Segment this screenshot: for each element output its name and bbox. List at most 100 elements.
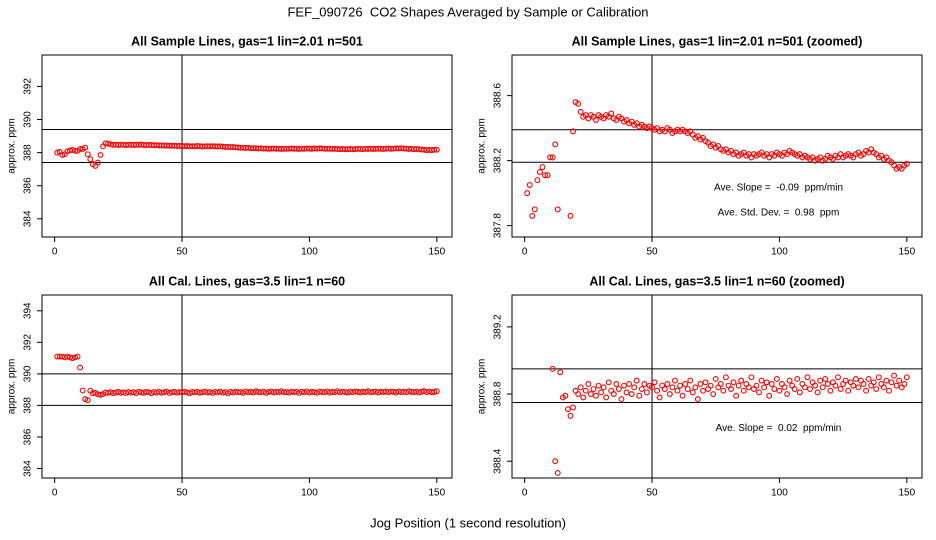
data-point (566, 288, 571, 293)
x-tick-label: 0 (522, 488, 528, 499)
data-point (526, 182, 533, 188)
x-tick-label: 50 (646, 488, 658, 499)
data-point (196, 389, 203, 396)
data-point (631, 384, 638, 391)
x-tick-label: 100 (771, 247, 788, 258)
page-title: FEF_090726 CO2 Shapes Averaged by Sample… (287, 4, 648, 19)
data-point (593, 392, 599, 399)
annotation: Ave. Std. Dev. = 0.98 ppm (718, 208, 840, 219)
data-point (768, 381, 775, 387)
data-point (95, 159, 101, 166)
data-point (796, 389, 803, 396)
y-tick-label: 387.8 (493, 213, 504, 238)
data-point (570, 128, 576, 135)
y-tick-label: 388 (23, 144, 34, 161)
data-point (850, 382, 857, 389)
panel-title: All Cal. Lines, gas=3.5 lin=1 n=60 (zoom… (589, 274, 844, 288)
x-tick-label: 150 (898, 488, 915, 499)
data-point (722, 374, 729, 381)
data-point (855, 384, 862, 391)
data-point (77, 146, 84, 152)
data-point (84, 397, 91, 404)
data-point (801, 384, 808, 391)
y-tick-label: 388 (23, 397, 34, 414)
data-point (827, 387, 834, 394)
data-point (97, 391, 104, 398)
data-point (766, 154, 773, 161)
data-point (819, 384, 826, 391)
data-point (735, 382, 742, 389)
data-points (540, 22, 910, 476)
data-point (590, 386, 597, 392)
data-point (733, 392, 740, 399)
x-tick-label: 0 (52, 247, 58, 258)
data-point (593, 117, 599, 123)
y-tick-label: 394 (23, 302, 34, 319)
data-point (679, 392, 686, 399)
data-point (638, 386, 645, 392)
data-point (791, 386, 798, 392)
data-point (577, 108, 584, 115)
plot-frame (511, 294, 923, 479)
data-point (748, 154, 755, 161)
data-point (552, 141, 559, 148)
data-point (549, 154, 556, 161)
data-point (600, 384, 607, 391)
data-point (87, 156, 94, 163)
data-point (674, 387, 681, 394)
y-tick-label: 388.2 (493, 148, 504, 173)
data-point (567, 412, 574, 419)
data-point (694, 396, 701, 403)
data-point (554, 206, 561, 213)
y-tick-label: 388.6 (493, 83, 504, 108)
data-points (524, 99, 910, 326)
data-point (529, 212, 536, 219)
data-point (903, 374, 910, 381)
data-point (896, 377, 903, 384)
data-point (888, 379, 895, 386)
y-tick-label: 390 (23, 111, 34, 128)
x-tick-label: 150 (428, 488, 445, 499)
data-point (558, 256, 563, 261)
data-point (692, 384, 699, 391)
data-point (621, 382, 627, 389)
x-tick-label: 150 (898, 247, 915, 258)
data-point (633, 377, 640, 384)
data-point (74, 353, 81, 360)
data-point (654, 387, 661, 394)
data-point (563, 321, 568, 326)
y-tick-label: 392 (23, 78, 34, 95)
data-point (773, 375, 780, 382)
data-point (776, 387, 783, 394)
x-tick-label: 50 (176, 488, 188, 499)
data-point (539, 164, 546, 171)
data-point (730, 379, 737, 386)
data-point (891, 372, 898, 379)
data-point (77, 364, 84, 371)
data-point (842, 377, 849, 384)
data-point (542, 172, 548, 179)
data-point (628, 391, 635, 398)
y-tick-label: 388.4 (493, 448, 504, 473)
data-point (531, 206, 538, 213)
data-point (753, 382, 760, 389)
data-point (540, 22, 545, 27)
data-point (689, 389, 696, 396)
data-point (756, 389, 762, 396)
data-point (824, 381, 831, 387)
y-tick-label: 384 (23, 460, 34, 477)
data-point (643, 389, 650, 396)
x-tick-label: 0 (522, 247, 528, 258)
data-point (684, 386, 691, 392)
data-point (745, 384, 752, 391)
y-tick-label: 384 (23, 210, 34, 227)
data-point (562, 392, 569, 399)
y-tick-label: 392 (23, 334, 34, 351)
data-point (544, 172, 551, 179)
data-point (143, 388, 150, 395)
data-point (582, 387, 589, 394)
data-point (794, 375, 801, 382)
data-point (728, 386, 734, 392)
data-point (560, 304, 565, 309)
